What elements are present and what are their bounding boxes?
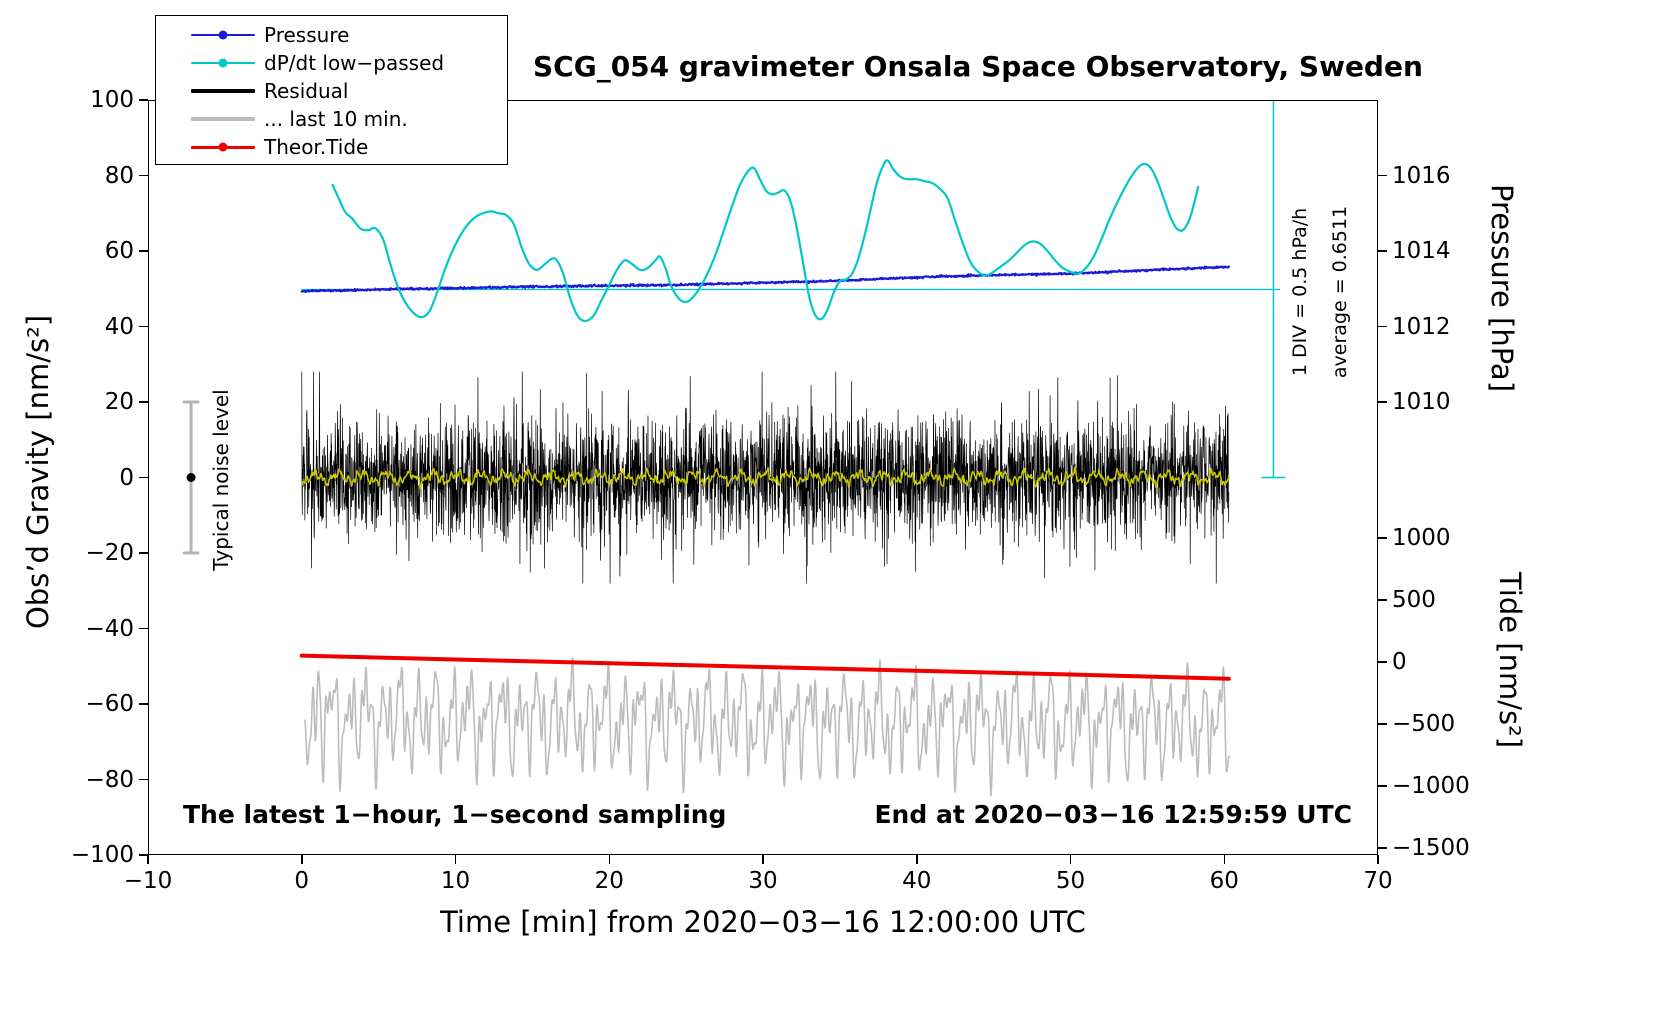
legend-pressure-dot-icon	[218, 30, 228, 40]
y-left-tick-label: 40	[104, 313, 134, 340]
x-tick	[1069, 855, 1072, 864]
x-tick-label: −10	[123, 868, 173, 894]
chart-title: SCG_054 gravimeter Onsala Space Observat…	[533, 50, 1423, 83]
x-tick-label: 60	[1209, 868, 1239, 894]
legend-item-residual: Residual	[156, 77, 507, 105]
legend-box: Pressure dP/dt low−passed Residual ... last…	[155, 15, 508, 165]
sampling-note: The latest 1−hour, 1−second sampling	[183, 800, 727, 829]
y-left-tick-label: 20	[104, 389, 134, 415]
y-left-tick	[139, 250, 148, 252]
x-tick	[147, 855, 149, 864]
x-tick	[1223, 855, 1225, 864]
x-tick	[454, 855, 457, 864]
x-tick-label: 40	[902, 868, 932, 894]
x-tick-label: 30	[748, 868, 778, 894]
x-axis-title: Time [min] from 2020−03−16 12:00:00 UTC	[440, 905, 1086, 939]
legend-tide-line-icon	[191, 142, 255, 152]
y-left-tick-label: −100	[70, 842, 134, 868]
y-right-pressure-tick-label: 1010	[1392, 389, 1451, 415]
y-right-tide-tick-label: 500	[1392, 586, 1436, 613]
average-label: average = 0.6511	[1329, 205, 1351, 379]
y-right-pressure-tick	[1378, 250, 1387, 252]
y-right-tide-tick	[1378, 723, 1387, 725]
y-right-tide-tick-label: 1000	[1392, 524, 1451, 551]
x-tick-label: 20	[594, 868, 624, 894]
x-tick-label: 50	[1055, 868, 1086, 894]
x-tick	[1377, 855, 1379, 864]
y-left-tick-label: 100	[90, 87, 134, 113]
y-left-tick	[139, 627, 148, 630]
x-tick	[301, 855, 303, 864]
x-tick-label: 10	[440, 868, 471, 894]
y-left-tick	[139, 174, 148, 177]
y-left-tick-label: −40	[85, 615, 134, 642]
legend-pressure-line-icon	[191, 30, 255, 40]
y-right-tide-tick-label: −1500	[1392, 834, 1470, 861]
y-left-tick	[139, 99, 148, 101]
x-tick	[762, 855, 764, 864]
x-tick	[608, 855, 610, 864]
y-left-tick-label: −80	[85, 766, 134, 793]
y-left-axis-title: Obs’d Gravity [nm/s²]	[21, 314, 55, 630]
legend-dpdt-line-icon	[191, 58, 255, 68]
y-right-pressure-tick-label: 1014	[1392, 238, 1451, 264]
legend-residual-label: Residual	[264, 79, 349, 103]
legend-last10-label: ... last 10 min.	[264, 107, 408, 131]
y-left-tick	[139, 854, 148, 856]
legend-tide-label: Theor.Tide	[264, 135, 369, 159]
y-right-tide-axis-title: Tide [nm/s²]	[1493, 571, 1527, 749]
x-tick-label: 70	[1363, 868, 1393, 894]
legend-item-pressure: Pressure	[156, 21, 507, 49]
legend-pressure-label: Pressure	[264, 23, 350, 47]
y-right-pressure-tick	[1378, 174, 1387, 177]
div-scale-label: 1 DIV = 0.5 hPa/h	[1289, 207, 1311, 377]
y-right-tide-tick-label: −500	[1392, 711, 1456, 737]
legend-tide-dot-icon	[218, 142, 228, 152]
y-right-tide-tick	[1378, 599, 1387, 601]
legend-item-dpdt: dP/dt low−passed	[156, 49, 507, 77]
y-right-tide-tick	[1378, 537, 1387, 539]
y-left-tick	[139, 325, 148, 328]
legend-dpdt-label: dP/dt low−passed	[264, 51, 445, 75]
legend-dpdt-dot-icon	[218, 58, 228, 68]
typical-noise-level-label: Typical noise level	[209, 389, 233, 571]
y-left-tick	[139, 703, 148, 705]
y-left-tick	[139, 778, 148, 781]
y-left-tick-label: 60	[104, 238, 134, 264]
legend-last10-line-icon	[191, 117, 255, 121]
end-time-note: End at 2020−03−16 12:59:59 UTC	[874, 800, 1352, 829]
y-right-pressure-tick-label: 1012	[1392, 313, 1451, 340]
y-right-pressure-tick	[1378, 325, 1387, 328]
y-right-tide-tick	[1378, 785, 1387, 787]
legend-item-tide: Theor.Tide	[156, 133, 507, 161]
x-tick	[916, 855, 918, 864]
y-right-pressure-tick-label: 1016	[1392, 162, 1451, 189]
y-right-tide-tick-label: 0	[1392, 649, 1407, 676]
y-right-tide-tick	[1378, 847, 1387, 849]
y-left-tick	[139, 552, 148, 554]
legend-residual-line-icon	[191, 89, 255, 93]
x-tick-label: 0	[294, 868, 310, 894]
y-right-pressure-tick	[1378, 401, 1387, 403]
y-left-tick-label: −20	[85, 540, 134, 566]
y-left-tick	[139, 476, 148, 479]
chart-canvas	[148, 100, 1378, 855]
y-right-tide-tick	[1378, 661, 1387, 663]
y-left-tick-label: −60	[85, 691, 134, 717]
y-right-tide-tick-label: −1000	[1392, 772, 1470, 799]
y-right-pressure-axis-title: Pressure [hPa]	[1485, 183, 1519, 393]
y-left-tick-label: 0	[119, 464, 134, 491]
legend-item-last10: ... last 10 min.	[156, 105, 507, 133]
y-left-tick-label: 80	[104, 162, 134, 189]
y-left-tick	[139, 401, 148, 403]
